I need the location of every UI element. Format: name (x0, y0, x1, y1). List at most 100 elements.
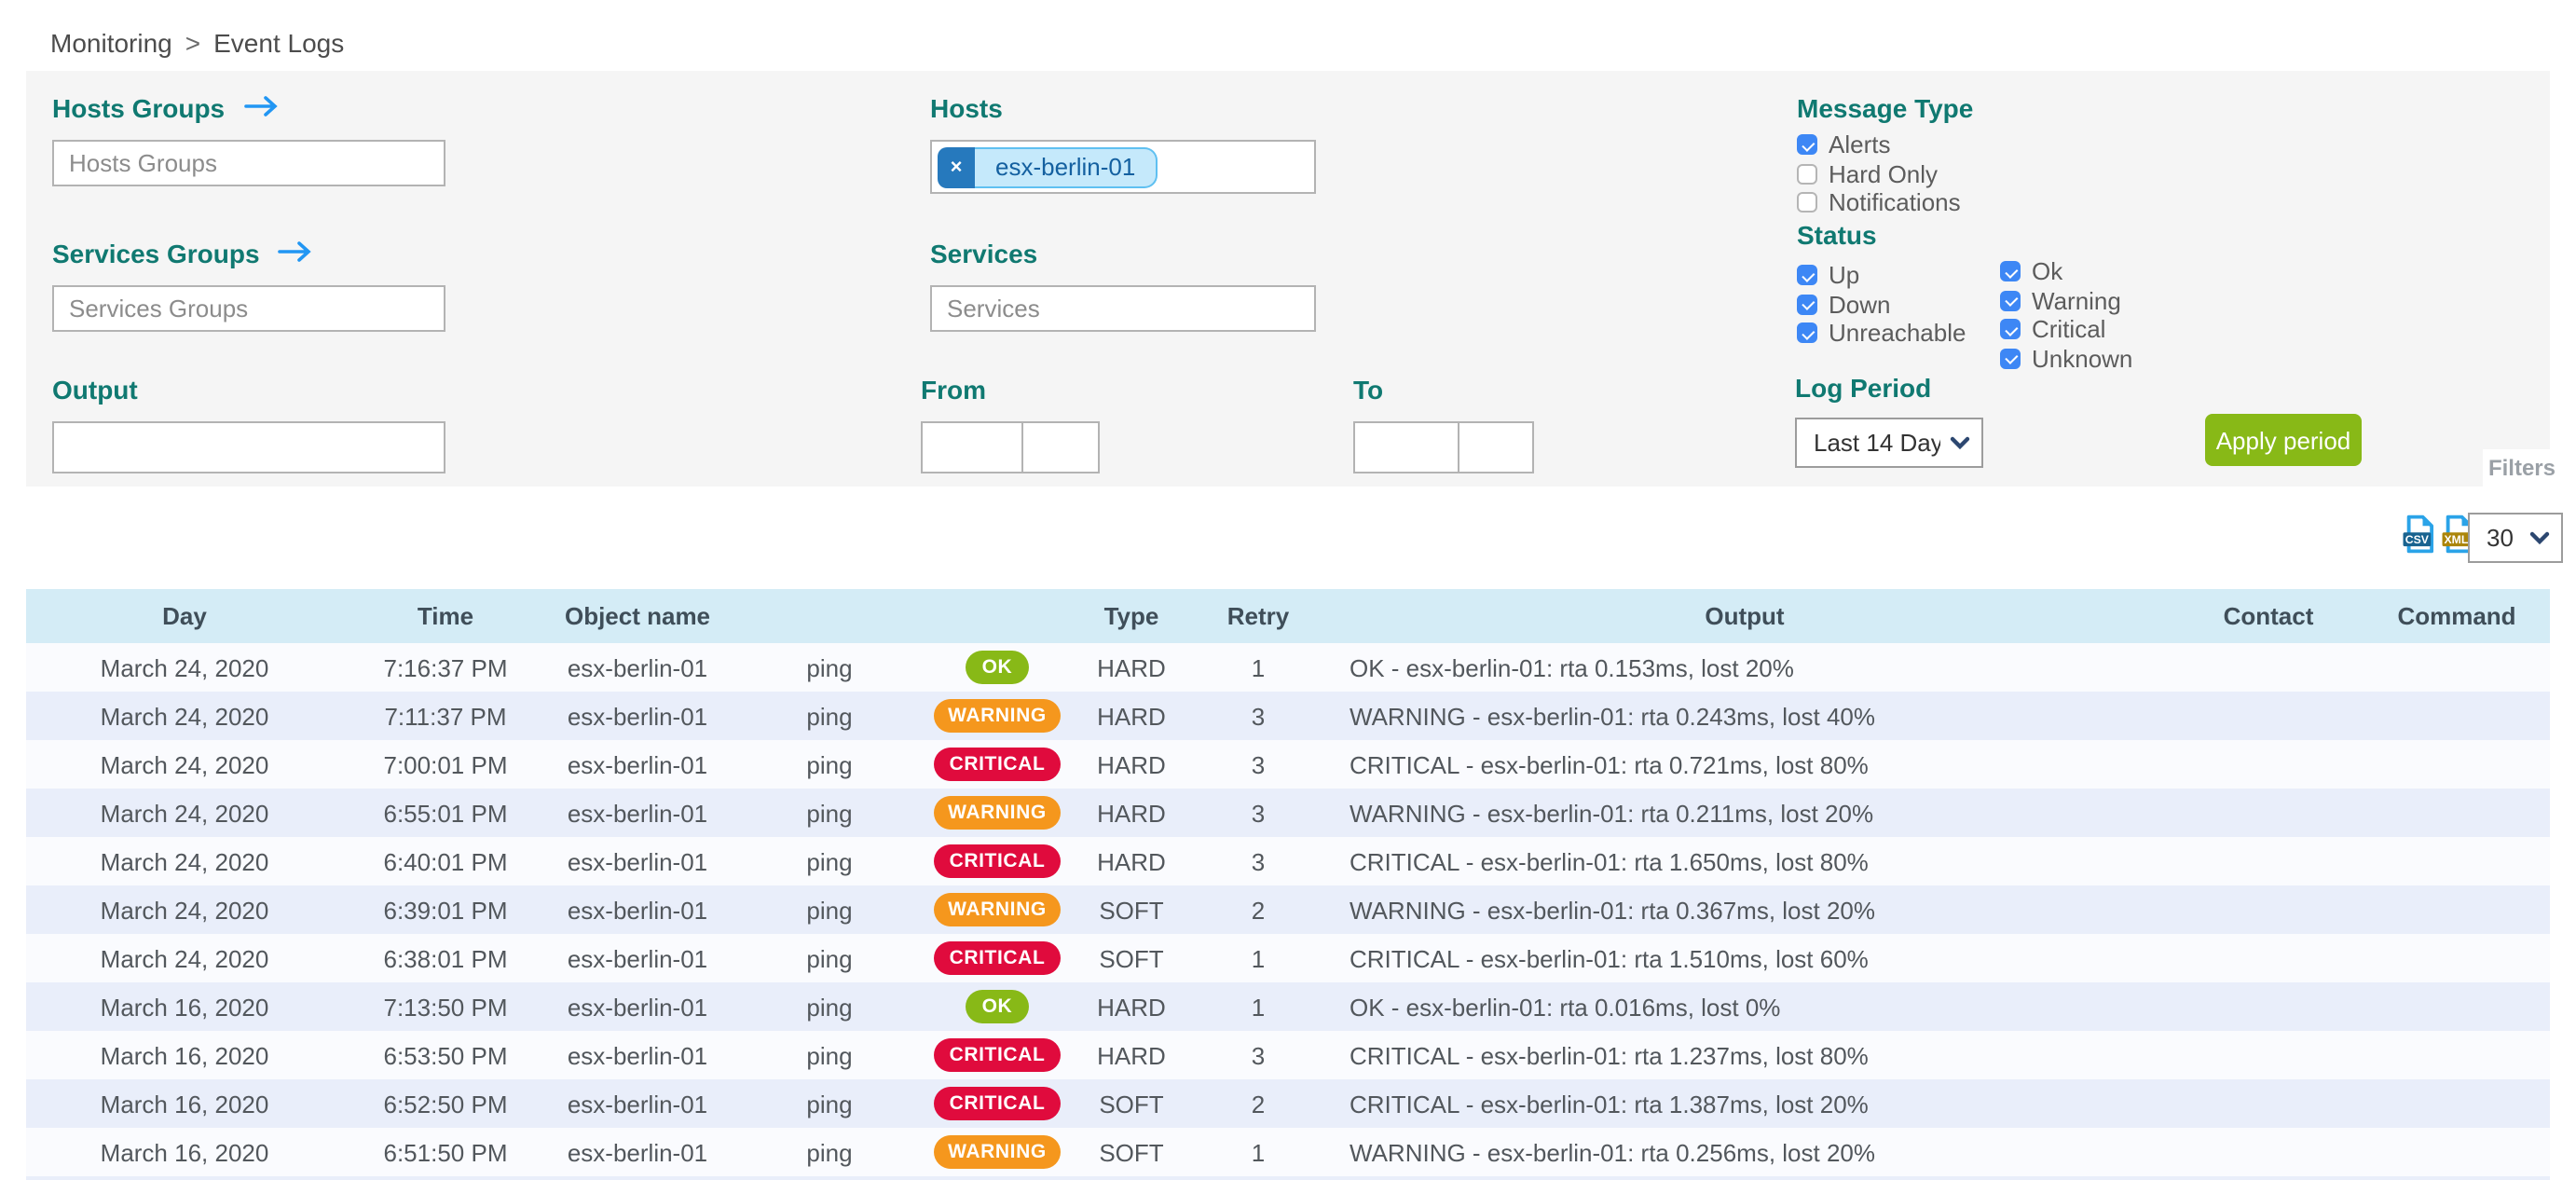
output-filter: Output (52, 375, 445, 473)
table-row: March 16, 2020 6:51:50 PM esx-berlin-01 … (26, 1128, 2550, 1176)
hosts-input[interactable]: × esx-berlin-01 (930, 140, 1316, 194)
status-badge: WARNING (933, 1135, 1062, 1170)
cell-type: HARD (1062, 789, 1200, 837)
services-groups-input[interactable] (52, 285, 445, 332)
cell-service[interactable]: ping (727, 692, 932, 740)
checkbox-unreachable[interactable] (1797, 322, 1817, 343)
log-period-filter: Log Period Last 14 Days (1795, 373, 1983, 468)
log-period-label: Log Period (1795, 373, 1932, 403)
remove-host-tag-button[interactable]: × (938, 146, 975, 187)
cell-command (2364, 837, 2550, 885)
checkbox-label: Warning (2032, 286, 2121, 314)
status-badge: CRITICAL (934, 1087, 1061, 1121)
page-size-select[interactable]: 30 (2468, 513, 2563, 563)
cell-retry: 1 (1200, 643, 1316, 692)
checkbox-critical[interactable] (2000, 319, 2021, 339)
status-option-critical: Critical (2000, 315, 2132, 343)
cell-service[interactable]: ping (727, 740, 932, 789)
cell-output: CRITICAL - esx-berlin-01: rta 1.510ms, l… (1316, 934, 2173, 982)
checkbox-label: Notifications (1829, 188, 1961, 216)
services-groups-arrow-icon[interactable] (278, 239, 314, 268)
hosts-groups-arrow-icon[interactable] (243, 93, 279, 123)
to-date-input[interactable] (1353, 421, 1459, 473)
cell-time: 7:16:37 PM (343, 643, 548, 692)
cell-retry: 3 (1200, 692, 1316, 740)
checkbox-notifications[interactable] (1797, 192, 1817, 213)
cell-command (2364, 1079, 2550, 1128)
services-input[interactable] (930, 285, 1316, 332)
to-time-input[interactable] (1458, 421, 1534, 473)
cell-service[interactable]: ping (727, 982, 932, 1031)
cell-service[interactable]: ping (727, 1031, 932, 1079)
status-badge: OK (965, 990, 1030, 1024)
cell-day: March 16, 2020 (26, 982, 343, 1031)
cell-object-name[interactable]: esx-berlin-01 (548, 1031, 727, 1079)
cell-retry: 3 (1200, 740, 1316, 789)
checkbox-hard-only[interactable] (1797, 163, 1817, 184)
cell-contact (2173, 643, 2364, 692)
cell-service[interactable]: ping (727, 885, 932, 934)
log-period-select[interactable]: Last 14 Days (1795, 418, 1983, 468)
cell-object-name[interactable]: esx-berlin-01 (548, 1079, 727, 1128)
cell-object-name[interactable]: esx-berlin-01 (548, 643, 727, 692)
checkbox-alerts[interactable] (1797, 134, 1817, 155)
cell-object-name[interactable]: esx-berlin-01 (548, 692, 727, 740)
checkbox-down[interactable] (1797, 294, 1817, 314)
from-date-input[interactable] (921, 421, 1023, 473)
table-row: March 24, 2020 6:40:01 PM esx-berlin-01 … (26, 837, 2550, 885)
xml-export-icon[interactable]: XML (2442, 515, 2475, 554)
checkbox-label: Down (1829, 290, 1891, 318)
cell-object-name[interactable]: esx-berlin-01 (548, 1128, 727, 1176)
cell-type: SOFT (1062, 1128, 1200, 1176)
cell-time: 6:38:01 PM (343, 934, 548, 982)
cell-output: CRITICAL - esx-berlin-01: rta 0.721ms, l… (1316, 740, 2173, 789)
breadcrumb-monitoring[interactable]: Monitoring (50, 28, 172, 58)
checkbox-up[interactable] (1797, 265, 1817, 285)
hosts-groups-label: Hosts Groups (52, 93, 445, 123)
apply-period-button[interactable]: Apply period (2205, 414, 2362, 466)
cell-object-name[interactable]: esx-berlin-01 (548, 982, 727, 1031)
cell-object-name[interactable]: esx-berlin-01 (548, 740, 727, 789)
cell-time: 6:52:50 PM (343, 1079, 548, 1128)
checkbox-ok[interactable] (2000, 261, 2021, 281)
cell-service[interactable]: ping (727, 789, 932, 837)
svg-text:XML: XML (2444, 533, 2468, 546)
column-header-time: Time (343, 589, 548, 643)
hosts-groups-input[interactable] (52, 140, 445, 186)
cell-service[interactable]: ping (727, 934, 932, 982)
cell-object-name[interactable]: esx-berlin-01 (548, 789, 727, 837)
cell-output: CRITICAL - esx-berlin-01: rta 1.387ms, l… (1316, 1079, 2173, 1128)
hosts-groups-filter: Hosts Groups (52, 93, 445, 186)
status-badge: CRITICAL (934, 1038, 1061, 1073)
cell-service[interactable]: ping (727, 837, 932, 885)
output-input[interactable] (52, 421, 445, 473)
status-badge: WARNING (933, 699, 1062, 734)
cell-type: HARD (1062, 643, 1200, 692)
cell-type: SOFT (1062, 934, 1200, 982)
breadcrumb-event-logs[interactable]: Event Logs (213, 28, 345, 58)
cell-service[interactable]: ping (727, 1128, 932, 1176)
checkbox-warning[interactable] (2000, 290, 2021, 310)
cell-object-name[interactable]: esx-berlin-01 (548, 934, 727, 982)
cell-object-name[interactable]: esx-berlin-01 (548, 885, 727, 934)
cell-status: CRITICAL (932, 740, 1062, 789)
cell-service[interactable]: ping (727, 643, 932, 692)
cell-output: CRITICAL - esx-berlin-01: rta 1.650ms, l… (1316, 837, 2173, 885)
cell-object-name[interactable]: esx-berlin-01 (548, 837, 727, 885)
cell-command (2364, 740, 2550, 789)
host-tag: × esx-berlin-01 (938, 146, 1158, 187)
status-option-warning: Warning (2000, 286, 2132, 314)
cell-retry: 3 (1200, 1031, 1316, 1079)
filters-tab[interactable]: Filters (2483, 449, 2561, 487)
cell-service[interactable]: ping (727, 1079, 932, 1128)
to-label: To (1353, 375, 1384, 405)
status-option-up: Up (1797, 261, 1966, 289)
services-groups-label: Services Groups (52, 239, 445, 268)
csv-export-icon[interactable]: CSV (2403, 515, 2436, 554)
checkbox-label: Alerts (1829, 130, 1891, 158)
from-time-input[interactable] (1021, 421, 1100, 473)
cell-output: WARNING - esx-berlin-01: rta 0.211ms, lo… (1316, 789, 2173, 837)
cell-day: March 16, 2020 (26, 1128, 343, 1176)
cell-status: CRITICAL (932, 837, 1062, 885)
checkbox-unknown[interactable] (2000, 348, 2021, 368)
